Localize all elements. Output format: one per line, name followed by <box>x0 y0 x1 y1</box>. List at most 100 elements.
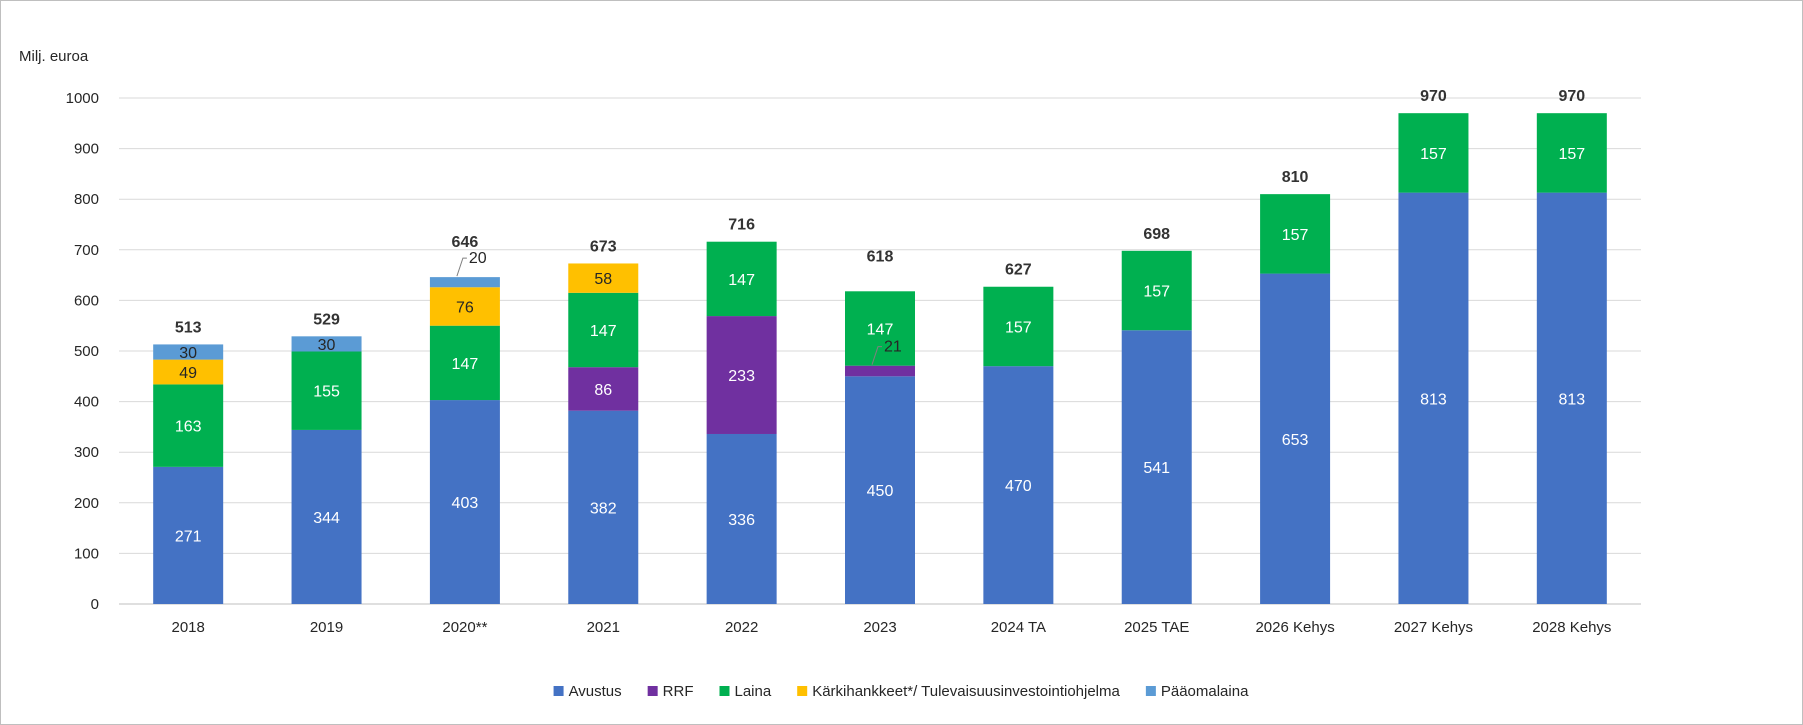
y-tick-label: 200 <box>74 495 99 512</box>
segment-data-label: 76 <box>456 299 474 316</box>
y-tick-label: 1000 <box>66 90 99 107</box>
total-data-label: 513 <box>175 319 202 336</box>
bar-segment <box>429 400 500 604</box>
x-axis-ticks: 2018 2019 2020** 2021 2022 2023 2024 TA 2025 TA… <box>171 619 1611 636</box>
legend-swatch <box>797 686 808 696</box>
segment-data-label: 541 <box>1143 460 1170 477</box>
segment-data-label: 157 <box>1282 227 1309 244</box>
total-data-label: 618 <box>867 248 894 265</box>
segment-data-label: 470 <box>1005 478 1032 495</box>
segment-data-label: 157 <box>1005 319 1032 336</box>
segment-data-label: 86 <box>594 382 612 399</box>
segment-data-label: 157 <box>1420 146 1447 163</box>
legend-label: Avustus <box>569 683 622 700</box>
legend-swatch <box>553 686 564 696</box>
segment-data-label: 403 <box>452 495 479 512</box>
bar-segment <box>291 336 362 352</box>
segment-data-label: 30 <box>179 345 197 362</box>
legend-item: Pääomalaina <box>1145 683 1249 700</box>
total-data-label: 970 <box>1420 88 1447 105</box>
bar-segment <box>429 325 500 401</box>
bar-segment <box>568 367 639 411</box>
callout-leader <box>871 346 882 365</box>
legend-item: Kärkihankkeet*/ Tulevaisuusinvestointioh… <box>797 683 1121 700</box>
segment-data-label: 155 <box>313 384 340 401</box>
x-tick-label: 2022 <box>725 619 758 636</box>
x-tick-label: 2024 TA <box>991 619 1046 636</box>
legend-label: Kärkihankkeet*/ Tulevaisuusinvestointioh… <box>812 683 1120 700</box>
total-data-label: 810 <box>1282 169 1309 186</box>
bar-segment <box>845 291 915 366</box>
y-tick-label: 900 <box>74 141 99 158</box>
total-data-label: 698 <box>1143 226 1170 243</box>
bar-segment <box>845 365 915 377</box>
legend-swatch <box>719 686 730 696</box>
x-tick-label: 2019 <box>310 619 343 636</box>
y-axis-ticks: 0 100 200 300 400 500 600 700 800 900 1000 <box>66 90 99 613</box>
segment-data-label: 653 <box>1282 432 1309 449</box>
bar-segment <box>706 316 777 434</box>
legend: Avustus RRF Laina Kärkihankkeet*/ Tulevaisu… <box>553 683 1249 700</box>
bar-segment <box>1398 113 1469 193</box>
bar-segment <box>1398 192 1469 604</box>
x-tick-label: 2021 <box>587 619 620 636</box>
x-tick-label: 2018 <box>171 619 204 636</box>
segment-data-label: 147 <box>590 323 617 340</box>
bar-segment <box>1536 192 1607 604</box>
bar-segment <box>983 286 1054 367</box>
segment-data-label: 147 <box>452 356 479 373</box>
segment-data-label: 336 <box>728 512 755 529</box>
bar-segment <box>1121 250 1192 331</box>
bar-segment <box>1536 113 1607 193</box>
total-data-label: 627 <box>1005 262 1032 279</box>
bar-segment <box>706 433 777 604</box>
bar-segment <box>153 359 224 385</box>
segment-data-label: 157 <box>1143 284 1170 301</box>
bar-segment <box>568 292 639 368</box>
y-tick-label: 0 <box>91 596 99 613</box>
bar-segment <box>429 287 500 326</box>
bar-segment <box>429 277 500 288</box>
total-data-label: 970 <box>1558 88 1585 105</box>
legend-item: Laina <box>719 683 772 700</box>
bar-segment <box>706 241 777 317</box>
bar-segment <box>983 366 1054 604</box>
segment-data-label: 450 <box>867 483 894 500</box>
segment-data-label: 233 <box>728 368 755 385</box>
segment-data-label: 344 <box>313 510 340 527</box>
y-tick-label: 700 <box>74 242 99 259</box>
segment-data-label: 813 <box>1558 391 1585 408</box>
x-tick-label: 2028 Kehys <box>1532 619 1611 636</box>
segment-data-label: 58 <box>594 271 612 288</box>
bar-segment <box>845 376 915 604</box>
bar-segment <box>153 466 224 604</box>
segment-data-label: 20 <box>469 250 487 267</box>
legend-swatch <box>1145 686 1156 696</box>
y-tick-label: 100 <box>74 545 99 562</box>
total-data-label: 646 <box>452 234 479 251</box>
y-tick-label: 800 <box>74 191 99 208</box>
legend-label: Laina <box>734 683 771 700</box>
segment-data-label: 147 <box>867 321 894 338</box>
segment-data-label: 271 <box>175 528 202 545</box>
segment-data-label: 163 <box>175 419 202 436</box>
y-axis-label: Milj. euroa <box>19 48 89 65</box>
bar-segment <box>1121 330 1192 604</box>
segment-data-label: 21 <box>884 339 902 356</box>
segment-data-label: 147 <box>728 272 755 289</box>
segment-data-label: 30 <box>318 337 336 354</box>
callout-leader <box>456 257 467 277</box>
legend-swatch <box>647 686 658 696</box>
bar-segment <box>291 351 362 430</box>
x-tick-label: 2023 <box>863 619 896 636</box>
segment-data-label: 157 <box>1558 146 1585 163</box>
y-tick-label: 300 <box>74 444 99 461</box>
segment-data-label: 49 <box>179 365 197 382</box>
y-tick-label: 500 <box>74 343 99 360</box>
x-tick-label: 2025 TAE <box>1124 619 1189 636</box>
legend-label: Pääomalaina <box>1161 683 1249 700</box>
legend-item: Avustus <box>553 683 622 700</box>
